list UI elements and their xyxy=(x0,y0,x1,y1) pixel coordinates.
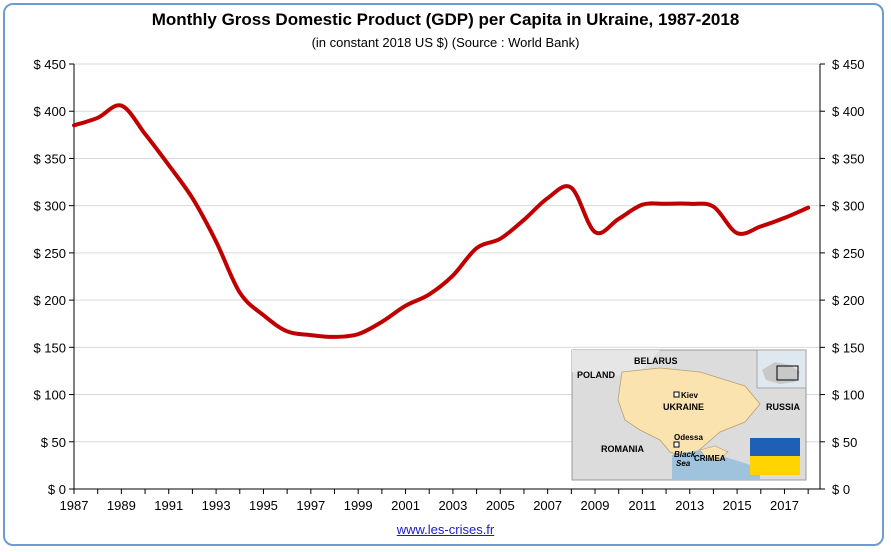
x-tick-label: 2005 xyxy=(486,498,515,513)
y-tick-label-left: $ 150 xyxy=(33,340,66,355)
map-label-kiev: Kiev xyxy=(681,391,698,400)
source-link[interactable]: www.les-crises.fr xyxy=(396,522,495,537)
map-crimea xyxy=(699,445,729,461)
map-label-crimea: CRIMEA xyxy=(694,454,726,463)
map-label-odessa: Odessa xyxy=(674,433,703,442)
flag-top xyxy=(750,438,800,456)
map-label-belarus: BELARUS xyxy=(634,356,678,366)
y-tick-label-right: $ 0 xyxy=(832,482,850,497)
y-tick-label-right: $ 50 xyxy=(832,435,857,450)
x-tick-label: 2009 xyxy=(581,498,610,513)
y-tick-label-left: $ 400 xyxy=(33,104,66,119)
map-label-ukraine: UKRAINE xyxy=(663,402,704,412)
x-tick-label: 2013 xyxy=(675,498,704,513)
y-tick-label-left: $ 200 xyxy=(33,293,66,308)
y-tick-label-right: $ 150 xyxy=(832,340,865,355)
y-tick-labels-left: $ 0 $ 50 $ 100 $ 150 $ 200 $ 250 $ 300 $ 350 $ 4… xyxy=(33,57,66,497)
y-tick-label-left: $ 50 xyxy=(41,435,66,450)
map-label-black: Black xyxy=(674,450,696,459)
y-tick-label-right: $ 350 xyxy=(832,151,865,166)
x-tick-label: 1987 xyxy=(60,498,89,513)
x-tick-label: 1995 xyxy=(249,498,278,513)
map-black-sea xyxy=(672,450,760,480)
y-tick-label-left: $ 250 xyxy=(33,246,66,261)
map-label-russia: RUSSIA xyxy=(766,402,801,412)
chart-title: Monthly Gross Domestic Product (GDP) per… xyxy=(151,10,740,29)
y-tick-label-right: $ 400 xyxy=(832,104,865,119)
locator-box xyxy=(776,365,799,381)
x-tick-label: 1999 xyxy=(344,498,373,513)
y-tick-label-left: $ 450 xyxy=(33,57,66,72)
x-tick-label: 1997 xyxy=(296,498,325,513)
map-ukraine xyxy=(617,367,761,459)
y-tick-label-right: $ 250 xyxy=(832,246,865,261)
chart-subtitle: (in constant 2018 US $) (Source : World … xyxy=(311,35,580,50)
map-label-romania: ROMANIA xyxy=(601,444,644,454)
flag-bottom xyxy=(750,456,800,475)
y-tick-label-left: $ 0 xyxy=(48,482,66,497)
y-tick-label-right: $ 450 xyxy=(832,57,865,72)
y-tick-label-right: $ 300 xyxy=(832,199,865,214)
map-label-poland: POLAND xyxy=(577,370,616,380)
y-tick-label-right: $ 100 xyxy=(832,388,865,403)
map-label-sea: Sea xyxy=(676,459,691,468)
inset-map: BELARUS POLAND UKRAINE RUSSIA ROMANIA Ki… xyxy=(571,349,807,481)
x-tick-labels: 1987 1989 1991 1993 1995 1997 1999 2001 2003 2005… xyxy=(60,498,799,513)
series xyxy=(72,103,811,339)
odessa-marker xyxy=(673,441,680,448)
axes xyxy=(69,63,825,494)
x-tick-label: 2017 xyxy=(770,498,799,513)
y-tick-label-left: $ 100 xyxy=(33,388,66,403)
x-tick-label: 1989 xyxy=(107,498,136,513)
locator-land xyxy=(762,362,800,384)
kiev-marker xyxy=(673,391,680,398)
gdp-series-line xyxy=(72,103,811,339)
y-tick-label-right: $ 200 xyxy=(832,293,865,308)
x-tick-label: 2007 xyxy=(533,498,562,513)
x-tick-label: 2015 xyxy=(723,498,752,513)
x-tick-label: 2001 xyxy=(391,498,420,513)
x-tick-label: 1991 xyxy=(154,498,183,513)
y-tick-labels-right: $ 0 $ 50 $ 100 $ 150 $ 200 $ 250 $ 300 $ 350 $ 4… xyxy=(832,57,865,497)
x-tick-label: 2003 xyxy=(438,498,467,513)
y-tick-label-left: $ 350 xyxy=(33,151,66,166)
y-tick-label-left: $ 300 xyxy=(33,199,66,214)
x-tick-label: 1993 xyxy=(202,498,231,513)
x-tick-label: 2011 xyxy=(628,498,656,513)
